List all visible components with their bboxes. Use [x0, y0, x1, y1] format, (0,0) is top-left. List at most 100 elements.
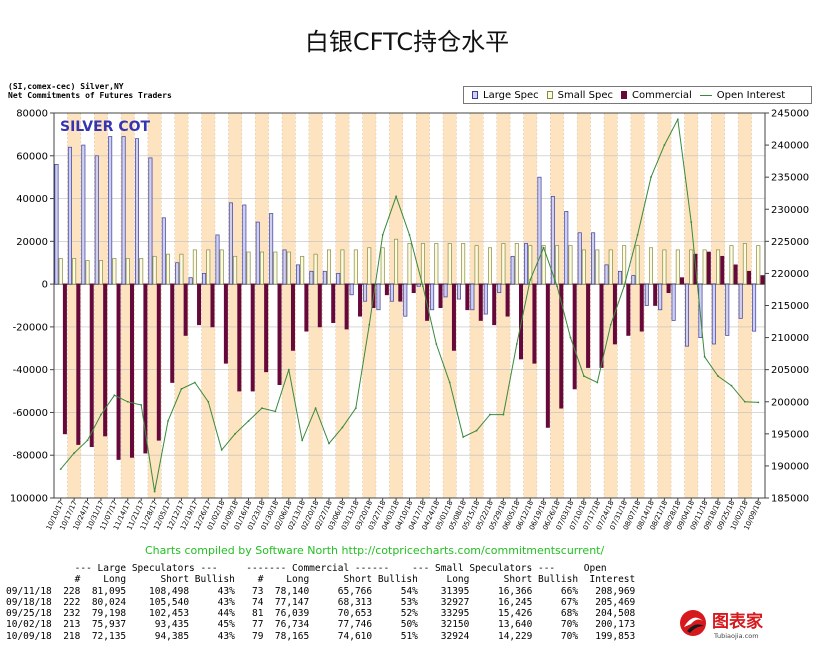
open-interest-point — [261, 407, 263, 410]
large-spec-bar — [188, 277, 193, 285]
legend-small-spec: Small Spec — [546, 90, 613, 101]
table-cell: 65,766 — [309, 585, 373, 597]
band — [362, 113, 376, 498]
open-interest-point — [234, 432, 237, 435]
small-spec-bar — [152, 255, 157, 285]
open-interest-point — [86, 439, 89, 442]
table-cell: 68% — [532, 608, 579, 620]
commercial-bar — [210, 283, 215, 328]
y-tick-label: 60000 — [16, 151, 48, 162]
table-cell: 16,245 — [469, 596, 533, 608]
table-row: 10/02/18 213 75,937 93,435 45% 77 76,734… — [6, 619, 635, 630]
commercial-bar — [264, 283, 269, 373]
band — [684, 113, 698, 498]
open-interest-point — [180, 388, 183, 390]
table-cell: 208,969 — [578, 585, 636, 597]
small-spec-bar — [179, 253, 184, 285]
table-cell: 218 — [51, 630, 81, 642]
small-spec-bar — [434, 243, 439, 285]
y2-tick-label: 205000 — [771, 365, 809, 376]
large-spec-header: --- Large Speculators --- — [74, 563, 218, 574]
y-tick-label: 20000 — [16, 237, 48, 248]
small-spec-bar — [58, 258, 63, 285]
open-interest-point — [167, 420, 169, 422]
table-cell: 32150 — [417, 619, 470, 631]
legend-large-spec: Large Spec — [472, 90, 539, 101]
commercial-bar — [572, 283, 577, 390]
small-spec-bar — [300, 255, 305, 285]
small-spec-bar — [139, 258, 144, 285]
large-spec-bar — [430, 283, 435, 311]
table-cell: 44% — [189, 608, 235, 620]
open-interest-point — [582, 375, 585, 377]
open-interest-point — [100, 413, 102, 416]
large-spec-bar — [121, 136, 126, 285]
commercial-bar — [170, 283, 175, 383]
y2-tick-label: 200000 — [771, 397, 809, 408]
y2-tick-label: 240000 — [771, 141, 809, 152]
logo-mark-icon — [680, 610, 706, 636]
small-spec-bar — [125, 258, 130, 285]
commercial-bar — [344, 283, 349, 330]
commercial-bar — [62, 283, 67, 435]
large-spec-bar — [161, 217, 166, 285]
table-cell: 32927 — [417, 596, 470, 608]
tubiaojia-logo: 图表家 Tubiaojia.com — [680, 610, 763, 640]
source-line: (SI,comex-cec) Silver,NY — [8, 82, 124, 91]
large-spec-bar — [389, 283, 394, 302]
large-spec-bar — [108, 136, 113, 285]
table-cell: 76,039 — [263, 608, 310, 620]
y-axis-right: 245000 240000 235000 230000 225000 220000 2150… — [765, 109, 809, 505]
y2-tick-label: 235000 — [771, 173, 809, 184]
small-spec-header: --- Small Speculators --- — [412, 563, 556, 574]
large-spec-bar — [295, 264, 300, 285]
small-spec-bar — [528, 245, 533, 285]
small-spec-bar — [447, 243, 452, 285]
commercial-bar — [398, 283, 403, 302]
commercial-bar — [304, 283, 309, 332]
table-body: 09/11/18 228 81,095 108,498 43% 73 78,14… — [6, 586, 635, 642]
table-cell: 70% — [532, 630, 579, 642]
large-spec-bar — [510, 255, 515, 285]
legend-oi-line — [699, 94, 712, 96]
small-spec-bar — [273, 251, 278, 285]
large-spec-bar — [617, 270, 622, 285]
small-spec-bar — [112, 258, 117, 285]
large-spec-bar — [363, 283, 368, 302]
commercial-bar — [666, 283, 671, 294]
large-spec-bar — [282, 249, 287, 285]
y2-tick-label: 190000 — [771, 461, 809, 472]
table-column-label: Long — [80, 574, 127, 586]
small-spec-bar — [259, 251, 264, 285]
commercial-header: ------- Commercial ------ — [246, 563, 390, 574]
positions-table: --- Large Speculators --- ------- Commer… — [6, 563, 635, 642]
commercial-bar — [223, 283, 228, 364]
open-interest-point — [690, 221, 693, 223]
table-cell: 68,313 — [309, 596, 373, 608]
table-cell: 31395 — [417, 585, 470, 597]
large-spec-bar — [604, 264, 609, 285]
table-column-label: Short — [309, 574, 373, 586]
band — [174, 113, 189, 498]
chart-credit: Charts compiled by Software North http:/… — [145, 544, 605, 557]
band — [711, 113, 725, 498]
commercial-bar — [411, 283, 416, 294]
band — [523, 113, 537, 498]
open-interest-point — [287, 368, 290, 371]
table-cell: 10/02/18 — [6, 619, 52, 631]
table-cell: 74,610 — [309, 630, 373, 642]
open-interest-point — [502, 413, 505, 416]
table-cell: 102,453 — [126, 608, 190, 620]
source-subtitle: Net Commitments of Futures Traders — [8, 91, 172, 100]
table-cell: 50% — [372, 619, 418, 631]
chart-title: SILVER COT — [60, 119, 151, 135]
open-interest-point — [730, 384, 733, 387]
large-spec-bar — [711, 283, 716, 345]
large-spec-bar — [456, 283, 461, 300]
small-spec-bar — [340, 249, 345, 285]
band — [282, 113, 296, 498]
y2-tick-label: 225000 — [771, 237, 809, 248]
commercial-bar — [116, 283, 121, 460]
open-interest-point — [596, 381, 599, 384]
small-spec-bar — [756, 245, 761, 285]
